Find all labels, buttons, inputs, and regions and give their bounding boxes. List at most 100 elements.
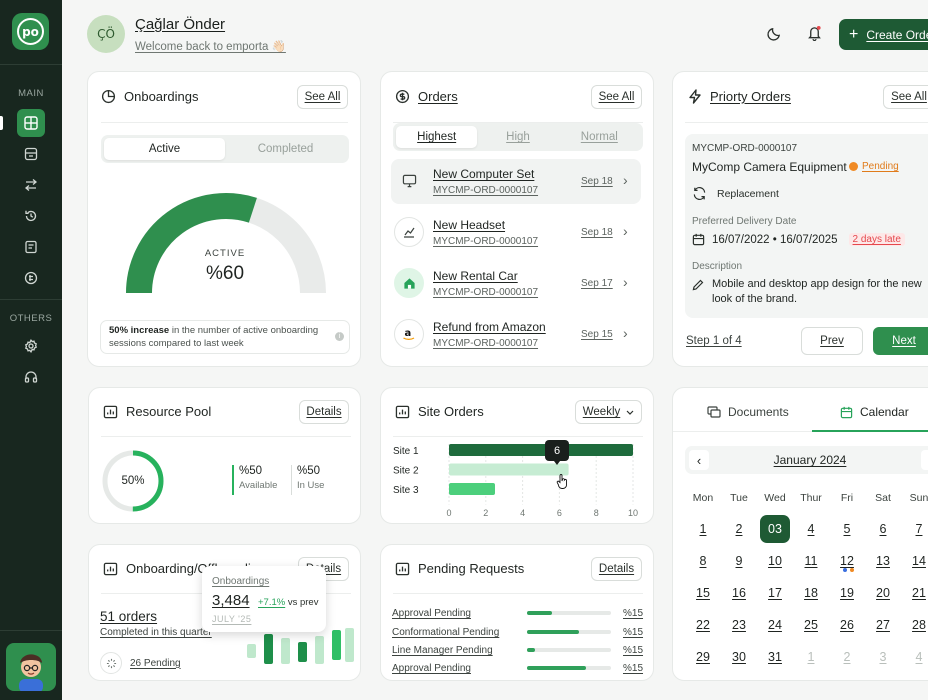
calendar-day[interactable]: 14 [912,554,926,568]
bar-chart-icon [103,562,118,575]
calendar-day[interactable]: 28 [912,618,926,632]
next-month-button[interactable]: › [921,450,928,470]
priority-order-id: MYCMP-ORD-0000107 [692,143,798,154]
tab-active[interactable]: Active [104,138,225,160]
calendar-day[interactable]: 7 [915,522,923,536]
calendar-day[interactable]: 22 [696,618,710,632]
request-label[interactable]: Approval Pending [392,663,471,674]
order-row[interactable]: New Rental Car MYCMP-ORD-0000107 Sep 17 … [391,261,641,306]
next-button[interactable]: Next [873,327,928,355]
calendar-day[interactable]: 5 [843,522,851,536]
user-name[interactable]: Çağlar Önder [135,16,226,33]
tab-completed[interactable]: Completed [257,143,314,155]
calendar-day[interactable]: 8 [699,554,707,568]
onoff-bars [247,628,354,664]
nav-transfers[interactable] [17,171,45,199]
tab-documents[interactable]: Documents [707,405,789,419]
divider [101,436,351,437]
calendar-day[interactable]: 13 [876,554,890,568]
calendar-day[interactable]: 31 [768,650,782,664]
onboardings-see-all[interactable]: See All [297,85,348,109]
calendar-day[interactable]: 4 [915,650,923,664]
prev-button[interactable]: Prev [801,327,863,355]
bar[interactable] [449,463,569,476]
order-row[interactable]: New Computer Set MYCMP-ORD-0000107 Sep 1… [391,159,641,204]
notifications-button[interactable] [804,23,824,43]
tab-high[interactable]: High [506,131,530,143]
calendar-day[interactable]: 21 [912,586,926,600]
calendar-icon [840,406,853,418]
calendar-day[interactable]: 6 [879,522,887,536]
header-avatar[interactable]: ÇÖ [87,15,125,53]
divider [101,122,348,123]
calendar-day[interactable]: 1 [807,650,815,664]
chevron-right-icon: › [623,223,628,239]
calendar-day[interactable]: 24 [768,618,782,632]
calendar-day[interactable]: 2 [843,650,851,664]
orders-title[interactable]: Orders [418,89,458,104]
order-id: MYCMP-ORD-0000107 [433,236,539,247]
calendar-day[interactable]: 19 [840,586,854,600]
create-order-button[interactable]: + Create Order [839,19,928,50]
house-icon [403,277,415,289]
priority-see-all[interactable]: See All [883,85,928,109]
calendar-day[interactable]: 23 [732,618,746,632]
order-row[interactable]: a Refund from Amazon MYCMP-ORD-0000107 S… [391,312,641,357]
calendar-day[interactable]: 03 [760,515,790,543]
nav-inbox[interactable] [17,140,45,168]
calendar-day[interactable]: 17 [768,586,782,600]
calendar-day[interactable]: 10 [768,554,782,568]
prev-month-button[interactable]: ‹ [689,450,709,470]
resource-pool-details[interactable]: Details [299,400,349,424]
sidebar-divider [0,630,62,631]
tab-normal[interactable]: Normal [580,131,618,143]
nav-support[interactable] [17,363,45,391]
logo[interactable]: po [12,13,49,50]
calendar-day[interactable]: 9 [735,554,743,568]
bar[interactable] [449,444,633,456]
request-bar-fill [527,666,586,670]
pending-requests-details[interactable]: Details [591,557,642,581]
request-bar [527,630,611,634]
tab-highest[interactable]: Highest [396,126,478,148]
calendar-day[interactable]: 26 [840,618,854,632]
nav-history[interactable] [17,202,45,230]
nav-documents[interactable] [17,233,45,261]
calendar-day[interactable]: 2 [735,522,743,536]
calendar-day[interactable]: 3 [879,650,887,664]
calendar-day[interactable]: 27 [876,618,890,632]
priority-title[interactable]: Priorty Orders [710,89,791,104]
calendar-day[interactable]: 20 [876,586,890,600]
period-select[interactable]: Weekly [575,400,642,424]
calendar-day[interactable]: 15 [696,586,710,600]
calendar-day[interactable]: 4 [807,522,815,536]
orders-priority-tabs: Highest High Normal [393,123,643,151]
pending-text: 26 Pending [130,657,181,669]
calendar-day[interactable]: 25 [804,618,818,632]
orders-see-all[interactable]: See All [591,85,642,109]
calendar-day[interactable]: 16 [732,586,746,600]
note-text: in the number of active onboarding sessi… [109,325,319,349]
bar[interactable] [449,483,495,495]
request-label[interactable]: Line Manager Pending [392,645,493,656]
user-avatar[interactable] [6,643,56,691]
calendar-day[interactable]: 30 [732,650,746,664]
order-row[interactable]: New Headset MYCMP-ORD-0000107 Sep 18 › [391,210,641,255]
calendar-day[interactable]: 11 [804,554,818,568]
calendar-day[interactable]: 1 [699,522,707,536]
theme-toggle[interactable] [764,23,784,43]
request-label[interactable]: Conformational Pending [392,627,500,638]
calendar-day[interactable]: 12 [840,554,854,568]
nav-payments[interactable] [17,264,45,292]
request-label[interactable]: Approval Pending [392,608,471,619]
nav-dashboard[interactable] [17,109,45,137]
nav-settings[interactable] [17,332,45,360]
calendar-day[interactable]: 29 [696,650,710,664]
chevron-left-icon: ‹ [696,452,702,468]
request-bar-fill [527,630,580,634]
spinner-icon [100,652,122,674]
calendar-day[interactable]: 18 [804,586,818,600]
pending-requests-title: Pending Requests [418,561,525,576]
tab-calendar[interactable]: Calendar [840,405,909,419]
event-dot [850,568,854,572]
